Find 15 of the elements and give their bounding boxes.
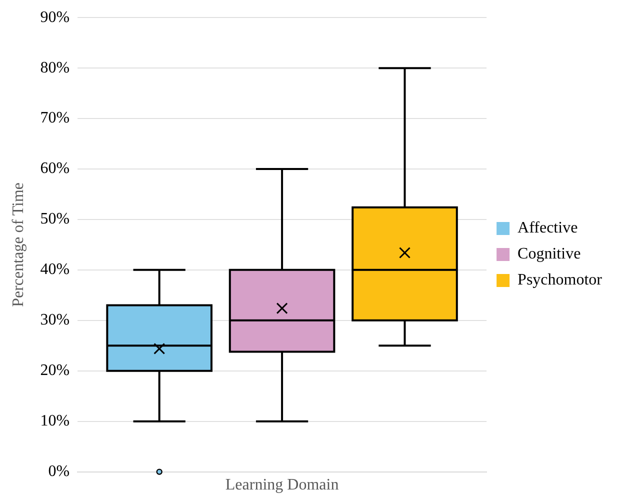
y-tick-label: 70% [40,110,70,127]
legend-label: Affective [518,220,578,237]
legend-label: Cognitive [518,246,581,263]
x-axis-title: Learning Domain [225,476,339,494]
y-axis-title: Percentage of Time [10,182,27,307]
y-tick-label: 20% [40,362,70,380]
y-tick-label: 40% [40,261,70,278]
y-tick-label: 0% [48,463,70,480]
y-tick-label: 60% [40,160,70,178]
y-tick-label: 80% [40,59,70,76]
y-tick-label: 30% [40,312,70,329]
y-tick-label: 90% [40,8,70,26]
y-tick-label: 10% [40,412,70,430]
y-tick-label: 50% [40,210,70,228]
legend-label: Psychomotor [518,272,603,289]
